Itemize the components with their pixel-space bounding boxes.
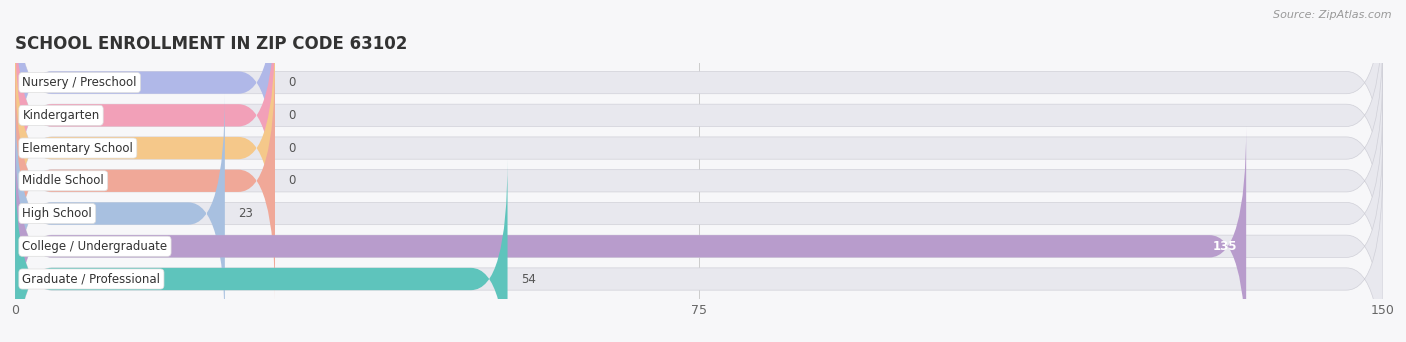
Text: Source: ZipAtlas.com: Source: ZipAtlas.com	[1274, 10, 1392, 20]
Text: 0: 0	[288, 76, 297, 89]
FancyBboxPatch shape	[15, 0, 276, 235]
Text: Nursery / Preschool: Nursery / Preschool	[22, 76, 136, 89]
Text: Kindergarten: Kindergarten	[22, 109, 100, 122]
Text: High School: High School	[22, 207, 93, 220]
Text: 0: 0	[288, 142, 297, 155]
FancyBboxPatch shape	[15, 61, 276, 301]
Text: Elementary School: Elementary School	[22, 142, 134, 155]
Text: College / Undergraduate: College / Undergraduate	[22, 240, 167, 253]
FancyBboxPatch shape	[15, 0, 1384, 202]
Text: Middle School: Middle School	[22, 174, 104, 187]
FancyBboxPatch shape	[15, 61, 1384, 301]
FancyBboxPatch shape	[15, 94, 1384, 333]
FancyBboxPatch shape	[15, 28, 276, 268]
Text: 0: 0	[288, 174, 297, 187]
Text: 54: 54	[522, 273, 536, 286]
FancyBboxPatch shape	[15, 159, 508, 342]
Text: 0: 0	[288, 109, 297, 122]
Text: 135: 135	[1212, 240, 1237, 253]
FancyBboxPatch shape	[15, 0, 1384, 235]
FancyBboxPatch shape	[15, 127, 1384, 342]
FancyBboxPatch shape	[15, 94, 225, 333]
FancyBboxPatch shape	[15, 159, 1384, 342]
Text: 23: 23	[239, 207, 253, 220]
Text: SCHOOL ENROLLMENT IN ZIP CODE 63102: SCHOOL ENROLLMENT IN ZIP CODE 63102	[15, 35, 408, 53]
FancyBboxPatch shape	[15, 28, 1384, 268]
FancyBboxPatch shape	[15, 0, 276, 202]
Text: Graduate / Professional: Graduate / Professional	[22, 273, 160, 286]
FancyBboxPatch shape	[15, 127, 1246, 342]
